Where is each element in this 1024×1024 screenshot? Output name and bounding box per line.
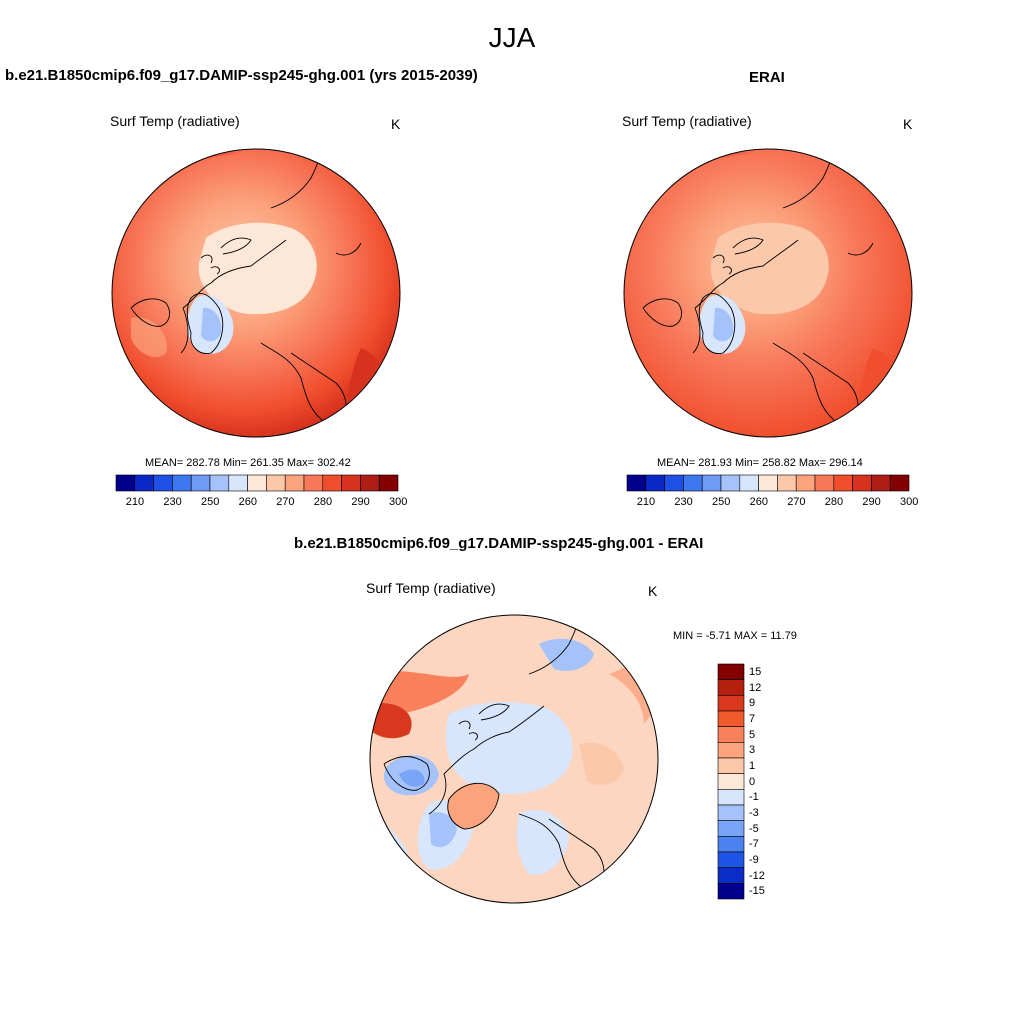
- colorbar-tick-label: 1: [749, 759, 756, 772]
- panel-2-colorbar: [626, 474, 910, 492]
- panel-1-colorbar: [115, 474, 399, 492]
- colorbar-tick-label: -15: [749, 885, 765, 898]
- colorbar-swatch: [717, 851, 745, 868]
- colorbar-tick-label: -1: [749, 791, 759, 804]
- colorbar-tick-label: 250: [201, 496, 220, 508]
- colorbar-swatch: [322, 474, 342, 492]
- panel-3-stats: MIN = -5.71 MAX = 11.79: [673, 630, 797, 642]
- colorbar-swatch: [247, 474, 267, 492]
- colorbar-tick-label: 250: [712, 496, 731, 508]
- colorbar-swatch: [717, 679, 745, 696]
- panel-2-stats: MEAN= 281.93 Min= 258.82 Max= 296.14: [657, 457, 863, 469]
- colorbar-swatch: [717, 726, 745, 743]
- colorbar-tick-label: 290: [862, 496, 881, 508]
- colorbar-tick-label: 280: [313, 496, 333, 508]
- colorbar-swatch: [717, 820, 745, 837]
- panel-3-colorbar-labels: 15 12 9 7 5 3 1 0 -1 -3 -5 -7 -9 -12 -15: [749, 664, 789, 899]
- colorbar-tick-label: 300: [389, 496, 408, 508]
- colorbar-tick-label: -3: [749, 806, 759, 819]
- colorbar-swatch: [833, 474, 853, 492]
- panel-3-colorbar: [717, 663, 745, 900]
- colorbar-swatch: [190, 474, 211, 492]
- colorbar-tick-label: 0: [749, 775, 756, 788]
- panel-2-colorbar-labels: 210 230 250 260 270 280 290 300: [627, 496, 919, 510]
- figure-title: JJA: [488, 22, 536, 53]
- colorbar-swatch: [889, 474, 910, 492]
- colorbar-swatch: [739, 474, 759, 492]
- colorbar-tick-label: 280: [824, 496, 844, 508]
- colorbar-tick-label: 260: [749, 496, 768, 508]
- colorbar-swatch: [626, 474, 647, 492]
- colorbar-swatch: [795, 474, 816, 492]
- panel-2-map: [623, 148, 913, 438]
- colorbar-swatch: [717, 883, 745, 900]
- colorbar-tick-label: 260: [238, 496, 257, 508]
- colorbar-tick-label: 230: [674, 496, 693, 508]
- colorbar-swatch: [228, 474, 248, 492]
- panel-2-title: ERAI: [749, 69, 785, 86]
- panel-1-stats: MEAN= 282.78 Min= 261.35 Max= 302.42: [145, 457, 351, 469]
- colorbar-swatch: [871, 474, 891, 492]
- colorbar-swatch: [303, 474, 324, 492]
- colorbar-swatch: [777, 474, 797, 492]
- colorbar-swatch: [360, 474, 380, 492]
- colorbar-swatch: [717, 789, 745, 806]
- colorbar-swatch: [717, 742, 745, 759]
- colorbar-tick-label: -12: [749, 869, 765, 882]
- colorbar-swatch: [717, 836, 745, 853]
- colorbar-tick-label: 15: [749, 665, 762, 678]
- colorbar-swatch: [717, 773, 745, 790]
- colorbar-tick-label: 5: [749, 728, 756, 741]
- panel-1-units: K: [391, 116, 401, 132]
- colorbar-swatch: [717, 710, 745, 727]
- colorbar-swatch: [717, 757, 745, 774]
- colorbar-swatch: [717, 867, 745, 884]
- colorbar-tick-label: 300: [900, 496, 919, 508]
- colorbar-tick-label: -5: [749, 822, 759, 835]
- panel-1-map: [111, 148, 401, 438]
- colorbar-swatch: [266, 474, 286, 492]
- colorbar-swatch: [701, 474, 722, 492]
- colorbar-swatch: [172, 474, 192, 492]
- colorbar-tick-label: 9: [749, 697, 756, 710]
- panel-2-variable: Surf Temp (radiative): [622, 113, 752, 129]
- colorbar-swatch: [852, 474, 872, 492]
- colorbar-swatch: [664, 474, 684, 492]
- panel-2-units: K: [903, 116, 913, 132]
- colorbar-tick-label: -7: [749, 838, 759, 851]
- colorbar-tick-label: -9: [749, 853, 759, 866]
- colorbar-swatch: [341, 474, 361, 492]
- colorbar-tick-label: 3: [749, 744, 756, 757]
- panel-1-title: b.e21.B1850cmip6.f09_g17.DAMIP-ssp245-gh…: [5, 67, 478, 84]
- panel-3-variable: Surf Temp (radiative): [366, 580, 496, 596]
- colorbar-tick-label: 270: [276, 496, 295, 508]
- colorbar-swatch: [758, 474, 778, 492]
- panel-3-title: b.e21.B1850cmip6.f09_g17.DAMIP-ssp245-gh…: [294, 535, 704, 552]
- colorbar-swatch: [209, 474, 230, 492]
- colorbar-swatch: [683, 474, 703, 492]
- colorbar-tick-label: 210: [636, 496, 656, 508]
- colorbar-swatch: [717, 804, 745, 821]
- colorbar-tick-label: 210: [125, 496, 145, 508]
- colorbar-tick-label: 270: [787, 496, 806, 508]
- colorbar-swatch: [717, 663, 745, 680]
- colorbar-swatch: [720, 474, 741, 492]
- colorbar-swatch: [814, 474, 835, 492]
- colorbar-tick-label: 230: [163, 496, 182, 508]
- colorbar-tick-label: 290: [351, 496, 370, 508]
- panel-3-units: K: [648, 583, 658, 599]
- colorbar-swatch: [284, 474, 305, 492]
- colorbar-swatch: [115, 474, 136, 492]
- colorbar-swatch: [134, 474, 154, 492]
- colorbar-swatch: [645, 474, 665, 492]
- panel-1-colorbar-labels: 210 230 250 260 270 280 290 300: [116, 496, 408, 510]
- panel-1-variable: Surf Temp (radiative): [110, 113, 240, 129]
- colorbar-swatch: [153, 474, 173, 492]
- colorbar-tick-label: 7: [749, 712, 756, 725]
- panel-3-map: [369, 614, 659, 904]
- colorbar-tick-label: 12: [749, 681, 762, 694]
- colorbar-swatch: [717, 695, 745, 712]
- colorbar-swatch: [378, 474, 399, 492]
